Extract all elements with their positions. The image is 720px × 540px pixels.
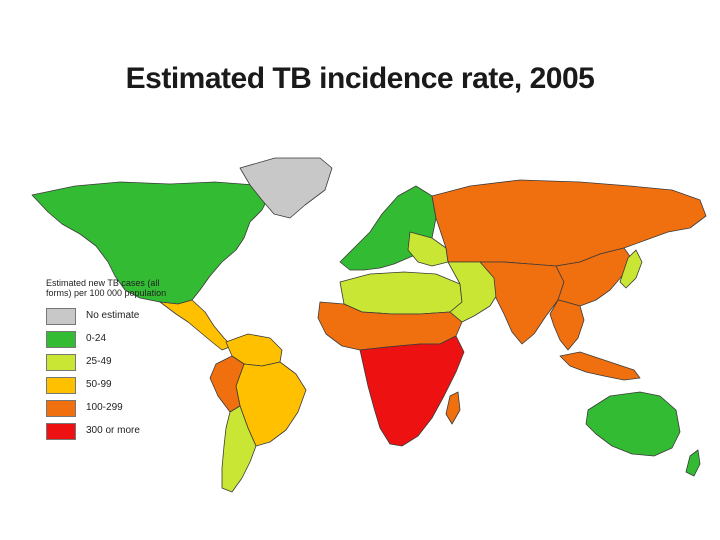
legend-swatch [46,400,76,417]
legend-swatch [46,377,76,394]
region-japan [619,249,643,289]
region-southern-cone [221,405,257,493]
legend-label: 300 or more [86,425,140,436]
legend-label: No estimate [86,310,140,321]
legend-label: 0-24 [86,333,107,344]
legend-item-25-49: 25-49 [46,354,176,375]
legend-item-100-299: 100-299 [46,400,176,421]
region-indonesia [559,351,641,381]
region-madagascar [445,391,461,425]
legend-item-0-24: 0-24 [46,331,176,352]
legend-label: 50-99 [86,379,112,390]
map-legend: Estimated new TB cases (all forms) per 1… [46,278,176,446]
legend-swatch [46,423,76,440]
legend-swatch [46,331,76,348]
region-russia [431,179,707,267]
region-middle-east [447,261,501,323]
map-regions [31,157,707,493]
legend-label: 25-49 [86,356,112,367]
region-central-southern-africa [359,335,465,447]
map-title: Estimated TB incidence rate, 2005 [125,62,595,95]
region-australia [585,391,681,457]
legend-item-300-or-more: 300 or more [46,423,176,444]
legend-heading: Estimated new TB cases (all forms) per 1… [46,278,167,298]
legend-swatch [46,308,76,325]
region-north-america [31,181,269,305]
legend-item-50-99: 50-99 [46,377,176,398]
legend-swatch [46,354,76,371]
region-central-south-asia [479,261,565,345]
region-eastern-europe [407,231,449,267]
region-new-zealand [685,449,701,477]
region-north-africa [339,271,463,315]
legend-label: 100-299 [86,402,123,413]
region-greenland [239,157,333,219]
world-map [31,157,707,493]
legend-item-no-estimate: No estimate [46,308,176,329]
region-southeast-asia [549,299,585,351]
